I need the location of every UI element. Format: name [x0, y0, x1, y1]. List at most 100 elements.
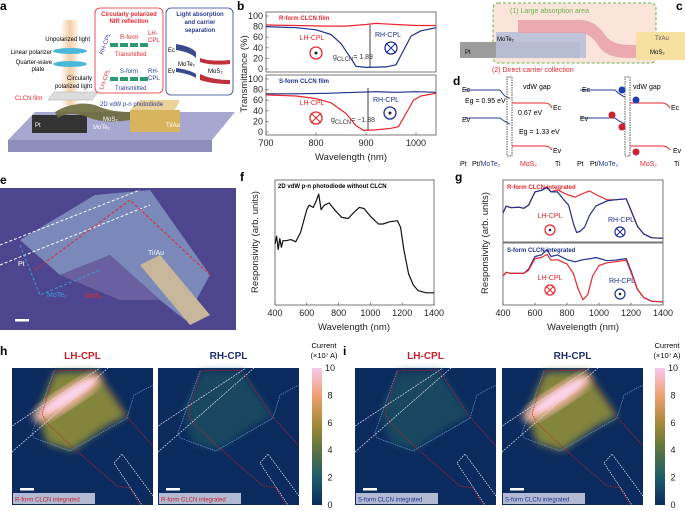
b-series-lh-cpl — [265, 92, 437, 131]
panel-label-i: i — [343, 344, 346, 358]
label-mote2-inset: MoTe₂ — [178, 62, 196, 68]
pt-outline — [157, 367, 247, 427]
panel-d: d Ec Eg = 0.95 eV 0.67 eV Ev Eg = 1.33 e… — [453, 74, 682, 168]
hole-icon — [618, 123, 626, 131]
linear-polarizer-disk — [53, 48, 87, 54]
lh-cpl-blocked-icon — [309, 111, 323, 125]
colorbar-gradient — [655, 368, 665, 505]
tiau-electrode — [130, 110, 180, 132]
current-peak — [43, 379, 95, 413]
label-mos2: MoS₂ — [103, 117, 118, 123]
pt-outline — [501, 367, 599, 453]
f-xtick-label: 800 — [331, 308, 346, 318]
panel-e: e Pt MoTe₂ MoS₂ Ti/Au — [0, 173, 236, 330]
d-pt-mote2-2: Pt/MoTe₂ — [590, 161, 619, 168]
b-ytick-label: 40 — [253, 106, 263, 116]
d-right-ec-r: Ec — [671, 105, 680, 112]
g-upper-frame — [502, 179, 664, 243]
mos2-outline — [544, 369, 644, 447]
d-left-eg1: Eg = 0.95 eV — [465, 98, 506, 105]
colorbar: Current(×10⁷ A) 0 2 4 6 8 10 — [653, 341, 681, 510]
e-mote2: MoTe₂ — [47, 292, 67, 299]
scale-bar — [20, 488, 34, 491]
d-mos2: MoS₂ — [520, 161, 537, 168]
current-map: LH-CPL R-form CLCN integrated — [11, 351, 154, 506]
current-map: LH-CPL S-form CLCN integrated — [354, 351, 497, 506]
c-large-area: (1) Large absorption area — [510, 8, 589, 15]
mote2-outline — [521, 370, 644, 452]
d-right-ec: Ec — [582, 87, 591, 94]
substrate-side — [8, 140, 212, 152]
b-lower-title: S-form CLCN film — [279, 79, 329, 85]
g-xtick-label: 600 — [527, 308, 542, 318]
current-flake-region — [380, 371, 470, 451]
g-lower-frame — [502, 242, 664, 306]
b-xtick-label: 700 — [258, 138, 273, 148]
b-lower-rh-label: RH-CPL — [373, 97, 399, 104]
mos2-region — [60, 255, 160, 300]
f-title: 2D vdW p-n photodiode without CLCN — [278, 184, 387, 190]
panel-label-a: a — [0, 0, 7, 13]
g-subscript: CLCN — [335, 120, 351, 126]
label-tiau: Ti/Au — [166, 123, 180, 129]
b-upper-rh-label: RH-CPL — [375, 32, 401, 39]
scale-bar — [510, 488, 524, 491]
panel-label-e: e — [0, 173, 7, 187]
mos2-outline — [41, 370, 141, 506]
rh-cpl-cross-icon — [615, 227, 625, 237]
b-ytick-label: 80 — [253, 22, 263, 32]
caption-background — [503, 493, 585, 504]
rh-cpl-blocked-icon — [384, 41, 398, 55]
e-pt: Pt — [18, 261, 25, 268]
lh-cpl-cross-icon — [545, 285, 555, 295]
quarter-wave-disk — [53, 61, 87, 67]
b-upper-lh-label: LH-CPL — [300, 35, 325, 42]
b-xtick-label: 800 — [308, 138, 323, 148]
hole-icon — [608, 111, 616, 119]
label-unpolarized-light: Unpolarized light — [45, 37, 90, 43]
lh-cpl-dot-icon — [548, 228, 552, 232]
colorbar-tick-label: 4 — [670, 445, 675, 455]
lh-cpl-blocked-icon — [544, 284, 556, 296]
electron-icon — [618, 86, 626, 94]
label-circularly: Circularly — [67, 76, 92, 82]
d-mos2-2: MoS₂ — [640, 161, 657, 168]
c-mote2: MoTe₂ — [497, 37, 515, 43]
colorbar-tick-label: 10 — [325, 363, 335, 373]
lh-cpl-dot-icon — [314, 51, 318, 55]
b-series-rh-cpl — [266, 91, 437, 95]
reflection-inset: Circularly polarized NIR reflection R-fo… — [94, 7, 164, 94]
d-right-vdw: vdW gap — [633, 84, 661, 91]
g-lower-title: S-form CLCN integrated — [507, 248, 576, 254]
b-series-lh-cpl — [265, 22, 436, 27]
f-xtick-label: 600 — [299, 308, 314, 318]
mos2-outline — [384, 370, 484, 506]
label-mote2: MoTe₂ — [93, 125, 111, 131]
d-pt: Pt — [460, 161, 467, 168]
b-xtick-label: 1000 — [406, 138, 426, 148]
electron-icon — [632, 96, 640, 104]
g-symbol: g — [333, 54, 337, 61]
b-ytick-label: 0 — [258, 64, 263, 74]
mote2-outline — [31, 370, 154, 452]
d-right-ev-r: Ev — [673, 148, 682, 155]
colorbar-label: (×10⁷ A) — [310, 351, 338, 360]
mote2-outline — [374, 370, 497, 452]
g-symbol: g — [331, 117, 335, 124]
reflection-title-1: Circularly polarized — [101, 12, 157, 18]
tiau-outline — [456, 453, 497, 506]
map-title: RH-CPL — [210, 351, 248, 362]
colorbar-tick-label: 2 — [327, 473, 332, 483]
hole-icon — [632, 148, 640, 156]
colorbar: Current(×10⁷ A) 0 2 4 6 8 10 — [310, 341, 338, 510]
current-map: RH-CPL R-form CLCN integrated — [157, 351, 300, 506]
caption-background — [356, 493, 438, 504]
colorbar-tick-label: 4 — [327, 445, 332, 455]
tiau-outline — [603, 453, 644, 506]
caption-background — [159, 493, 241, 504]
panel-b: b R-form CLCN film S-form CLCN film 0204… — [237, 0, 437, 163]
absorption-title-3: separation — [185, 28, 216, 34]
g-series-rh-cpl — [502, 187, 664, 239]
pt-outline — [11, 367, 101, 427]
mos2-outline — [200, 369, 300, 447]
